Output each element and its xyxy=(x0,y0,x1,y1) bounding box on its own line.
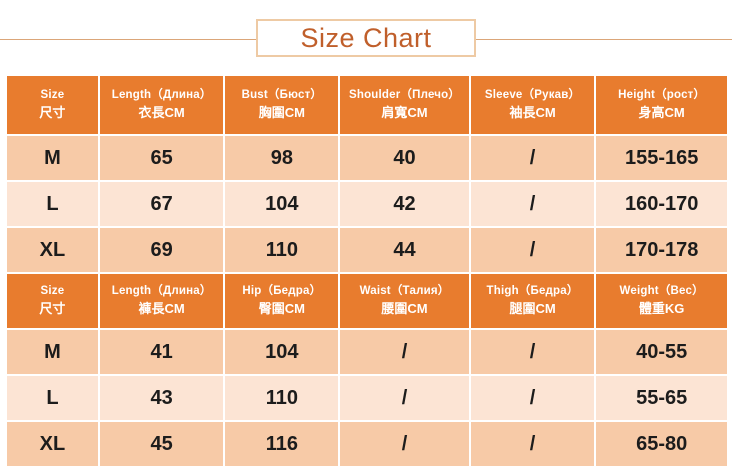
cell-size: XL xyxy=(7,228,98,272)
cell-size: M xyxy=(7,136,98,180)
cell-hip: 104 xyxy=(225,330,339,374)
column-header-en: Bust（Бюст） xyxy=(241,89,323,102)
cell-waist: / xyxy=(340,422,469,466)
column-header-hip: Hip（Бедра） 臀圍CM xyxy=(225,274,339,328)
cell-hip: 116 xyxy=(225,422,339,466)
column-header-height: Height（рост） 身高CM xyxy=(596,76,727,134)
column-header-en: Thigh（Бедра） xyxy=(486,285,579,298)
cell-height: 155-165 xyxy=(596,136,727,180)
cell-shoulder: 44 xyxy=(340,228,469,272)
column-header-cn: 腰圍CM xyxy=(381,300,428,316)
cell-waist: / xyxy=(340,376,469,420)
cell-shoulder: 42 xyxy=(340,182,469,226)
page-title: Size Chart xyxy=(256,19,476,57)
column-header-en: Waist（Талия） xyxy=(359,285,450,298)
column-header-cn: 體重KG xyxy=(638,300,685,316)
cell-hip: 110 xyxy=(225,376,339,420)
column-header-en: Size xyxy=(40,89,65,102)
column-header-sleeve: Sleeve（Рукав） 袖長CM xyxy=(470,76,595,134)
column-header-cn: 袖長CM xyxy=(509,104,556,120)
column-header-bust: Bust（Бюст） 胸圍CM xyxy=(225,76,339,134)
cell-length: 65 xyxy=(99,136,224,180)
column-header-cn: 臀圍CM xyxy=(258,300,305,316)
column-header-length: Length（Длина） 褲長CM xyxy=(99,274,224,328)
title-section: Size Chart xyxy=(0,0,732,74)
table-row-m: M 41 104 / / 40-55 xyxy=(7,330,727,374)
cell-length: 45 xyxy=(99,422,224,466)
column-header-waist: Waist（Талия） 腰圍CM xyxy=(340,274,469,328)
column-header-shoulder: Shoulder（Плечо） 肩寬CM xyxy=(340,76,469,134)
cell-height: 160-170 xyxy=(596,182,727,226)
cell-length: 43 xyxy=(99,376,224,420)
column-header-cn: 褲長CM xyxy=(138,300,185,316)
cell-size: L xyxy=(7,182,98,226)
column-header-cn: 腿圍CM xyxy=(509,300,556,316)
cell-waist: / xyxy=(340,330,469,374)
column-header-length: Length（Длина） 衣長CM xyxy=(99,76,224,134)
column-header-cn: 肩寬CM xyxy=(381,104,428,120)
page-title-text: Size Chart xyxy=(300,22,432,53)
cell-shoulder: 40 xyxy=(340,136,469,180)
column-header-thigh: Thigh（Бедра） 腿圍CM xyxy=(470,274,595,328)
column-header-en: Weight（Вес） xyxy=(619,285,704,298)
column-header-en: Length（Длина） xyxy=(111,285,212,298)
cell-bust: 98 xyxy=(225,136,339,180)
cell-length: 67 xyxy=(99,182,224,226)
table-row-l: L 67 104 42 / 160-170 xyxy=(7,182,727,226)
cell-sleeve: / xyxy=(470,182,595,226)
column-header-cn: 尺寸 xyxy=(39,104,66,120)
cell-length: 41 xyxy=(99,330,224,374)
column-header-en: Length（Длина） xyxy=(111,89,212,102)
column-header-en: Size xyxy=(40,285,65,298)
table-row-m: M 65 98 40 / 155-165 xyxy=(7,136,727,180)
cell-weight: 65-80 xyxy=(596,422,727,466)
table-row-l: L 43 110 / / 55-65 xyxy=(7,376,727,420)
column-header-size: Size 尺寸 xyxy=(7,76,98,134)
cell-bust: 110 xyxy=(225,228,339,272)
cell-thigh: / xyxy=(470,376,595,420)
cell-height: 170-178 xyxy=(596,228,727,272)
cell-size: XL xyxy=(7,422,98,466)
table2-header-row: Size 尺寸 Length（Длина） 褲長CM Hip（Бедра） 臀圍… xyxy=(7,274,727,328)
cell-length: 69 xyxy=(99,228,224,272)
column-header-en: Hip（Бедра） xyxy=(242,285,322,298)
column-header-en: Sleeve（Рукав） xyxy=(484,89,581,102)
cell-bust: 104 xyxy=(225,182,339,226)
cell-sleeve: / xyxy=(470,136,595,180)
cell-thigh: / xyxy=(470,330,595,374)
cell-sleeve: / xyxy=(470,228,595,272)
table-row-xl: XL 69 110 44 / 170-178 xyxy=(7,228,727,272)
column-header-en: Shoulder（Плечо） xyxy=(348,89,461,102)
table1-header-row: Size 尺寸 Length（Длина） 衣長CM Bust（Бюст） 胸圍… xyxy=(7,76,727,134)
column-header-en: Height（рост） xyxy=(618,89,706,102)
column-header-size: Size 尺寸 xyxy=(7,274,98,328)
cell-weight: 40-55 xyxy=(596,330,727,374)
cell-thigh: / xyxy=(470,422,595,466)
column-header-cn: 尺寸 xyxy=(39,300,66,316)
table-row-xl: XL 45 116 / / 65-80 xyxy=(7,422,727,466)
size-chart-table: Size 尺寸 Length（Длина） 衣長CM Bust（Бюст） 胸圍… xyxy=(5,74,729,468)
column-header-weight: Weight（Вес） 體重KG xyxy=(596,274,727,328)
column-header-cn: 胸圍CM xyxy=(258,104,305,120)
cell-weight: 55-65 xyxy=(596,376,727,420)
cell-size: M xyxy=(7,330,98,374)
cell-size: L xyxy=(7,376,98,420)
column-header-cn: 衣長CM xyxy=(138,104,185,120)
column-header-cn: 身高CM xyxy=(638,104,685,120)
